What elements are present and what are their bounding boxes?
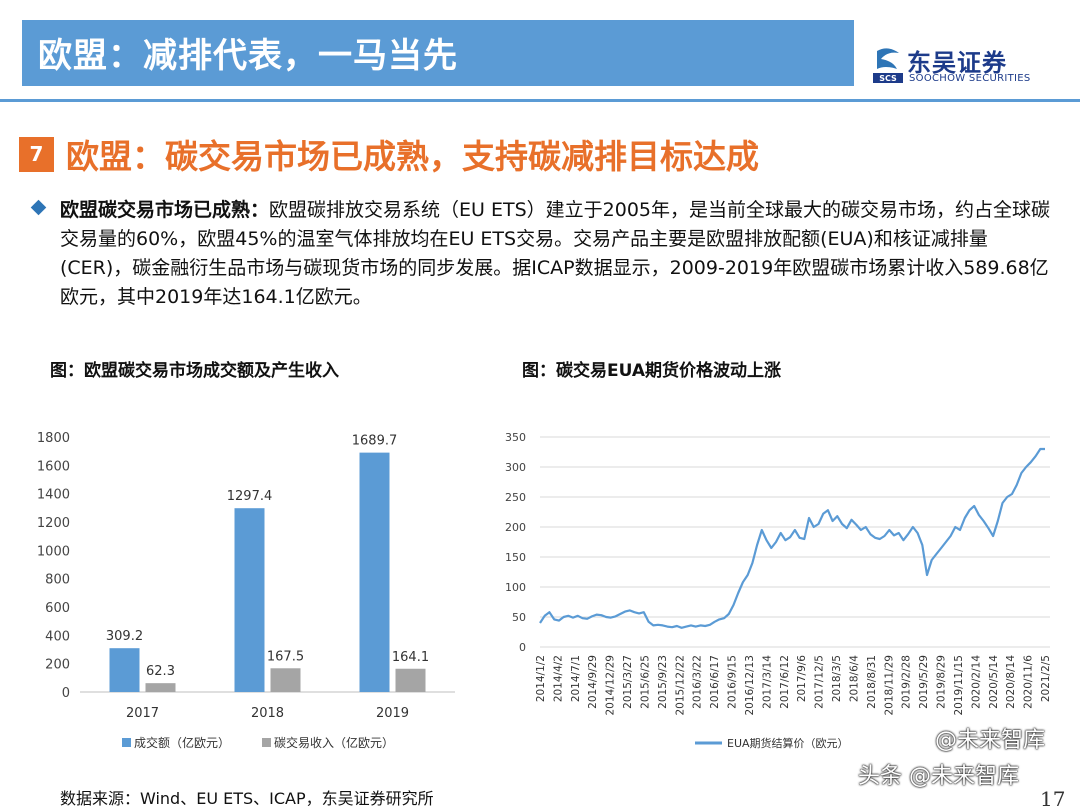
bar (109, 648, 140, 692)
bar-chart: 0 200 400 600 800 1000 1200 1400 1600 1800 309.2 62… (37, 431, 455, 750)
y-tick-label: 250 (505, 491, 526, 504)
bullet-text: 欧盟碳排放交易系统（EU ETS）建立于2005年，是当前全球最大的碳交易市场，… (60, 199, 1050, 308)
page-title: 欧盟：减排代表，一马当先 (38, 36, 458, 76)
company-logo: SCS 东吴证券 SOOCHOW SECURITIES (873, 47, 1043, 89)
x-tick-label: 2017/6/12 (779, 655, 791, 709)
x-tick-label: 2019 (376, 706, 409, 721)
x-tick-label: 2021/2/5 (1040, 655, 1052, 702)
x-tick-label: 2018 (251, 706, 284, 721)
bullet-bold: 欧盟碳交易市场已成熟： (60, 199, 270, 221)
y-tick-label: 350 (505, 431, 526, 444)
data-label: 62.3 (146, 664, 175, 679)
x-tick-label: 2016/3/22 (692, 655, 704, 709)
x-tick-label: 2019/5/29 (918, 655, 930, 709)
x-tick-label: 2014/7/1 (570, 655, 582, 702)
data-label: 167.5 (267, 649, 304, 664)
source-note: 数据来源：Wind、EU ETS、ICAP，东吴证券研究所 (60, 789, 434, 808)
x-tick-label: 2020/8/14 (1005, 655, 1017, 709)
header-rule (0, 99, 1080, 102)
bar (359, 452, 390, 692)
watermark-bottom: 头条 @未来智库 (858, 764, 1019, 789)
data-label: 1689.7 (352, 434, 398, 449)
y-tick-label: 1000 (37, 544, 70, 559)
y-tick-label: 1400 (37, 488, 70, 503)
x-tick-label: 2015/6/25 (639, 655, 651, 709)
legend-label: 成交额（亿欧元） (134, 735, 230, 750)
legend-label: 碳交易收入（亿欧元） (274, 735, 394, 750)
y-tick-label: 800 (45, 573, 70, 588)
y-tick-label: 200 (505, 521, 526, 534)
y-tick-label: 0 (519, 641, 526, 654)
x-tick-label: 2015/3/27 (622, 655, 634, 709)
legend-label: EUA期货结算价（欧元） (727, 736, 849, 750)
y-tick-label: 1800 (37, 431, 70, 446)
y-tick-label: 1600 (37, 459, 70, 474)
bar (270, 668, 301, 692)
x-tick-label: 2020/5/14 (988, 655, 1000, 709)
x-tick-label: 2019/11/15 (953, 655, 965, 716)
x-tick-label: 2015/12/22 (674, 655, 686, 716)
y-tick-label: 50 (512, 611, 526, 624)
x-tick-label: 2018/8/31 (866, 655, 878, 709)
watermark-top: @未来智库 (935, 728, 1046, 753)
logo-mark-text: SCS (879, 74, 897, 83)
series-line (539, 447, 1045, 629)
y-tick-label: 200 (45, 658, 70, 673)
section-title: 欧盟：碳交易市场已成熟，支持碳减排目标达成 (66, 137, 759, 176)
line-chart: 0 50 100 150 200 250 300 350 2014/1/2 2014/4/2 201… (505, 431, 1052, 750)
x-tick-label: 2016/6/17 (709, 655, 721, 709)
caption-left: 图：欧盟碳交易市场成交额及产生收入 (50, 361, 339, 381)
bullet-diamond-icon (30, 199, 47, 216)
header-bar (22, 20, 854, 86)
data-label: 1297.4 (227, 489, 273, 504)
bar (145, 683, 176, 692)
data-label: 164.1 (392, 650, 429, 665)
x-tick-label: 2015/9/23 (657, 655, 669, 709)
x-tick-label: 2016/9/15 (727, 655, 739, 709)
x-tick-label: 2017/3/14 (761, 655, 773, 709)
caption-right: 图：碳交易EUA期货价格波动上涨 (522, 361, 782, 381)
y-tick-label: 400 (45, 629, 70, 644)
y-tick-label: 0 (62, 686, 70, 701)
x-tick-label: 2017 (126, 706, 159, 721)
x-tick-label: 2020/11/6 (1023, 655, 1035, 709)
x-tick-label: 2019/2/28 (901, 655, 913, 709)
y-tick-label: 150 (505, 551, 526, 564)
x-tick-label: 2018/3/5 (831, 655, 843, 702)
section-number: 7 (19, 137, 54, 172)
x-tick-label: 2014/9/29 (587, 655, 599, 709)
y-tick-label: 300 (505, 461, 526, 474)
x-tick-label: 2019/8/29 (936, 655, 948, 709)
bar (395, 668, 426, 692)
x-tick-label: 2020/2/14 (970, 655, 982, 709)
x-tick-label: 2014/12/29 (605, 655, 617, 716)
y-tick-label: 100 (505, 581, 526, 594)
x-tick-label: 2017/12/5 (814, 655, 826, 709)
y-tick-label: 1200 (37, 516, 70, 531)
y-tick-label: 600 (45, 601, 70, 616)
x-tick-label: 2014/4/2 (552, 655, 564, 702)
page-number: 17 (1040, 787, 1066, 811)
x-tick-label: 2016/12/13 (744, 655, 756, 716)
x-tick-label: 2014/1/2 (535, 655, 547, 702)
logo-mark-icon: SCS (873, 48, 903, 83)
legend-swatch (122, 738, 131, 747)
logo-en: SOOCHOW SECURITIES (909, 73, 1031, 84)
logo-cn: 东吴证券 (907, 49, 1007, 77)
x-tick-label: 2018/11/29 (883, 655, 895, 716)
bullet-paragraph: 欧盟碳交易市场已成熟：欧盟碳排放交易系统（EU ETS）建立于2005年，是当前… (60, 196, 1060, 312)
x-tick-label: 2017/9/6 (796, 655, 808, 702)
x-tick-label: 2018/6/4 (848, 655, 860, 702)
bar (234, 508, 265, 692)
data-label: 309.2 (106, 629, 143, 644)
legend-swatch (262, 738, 271, 747)
